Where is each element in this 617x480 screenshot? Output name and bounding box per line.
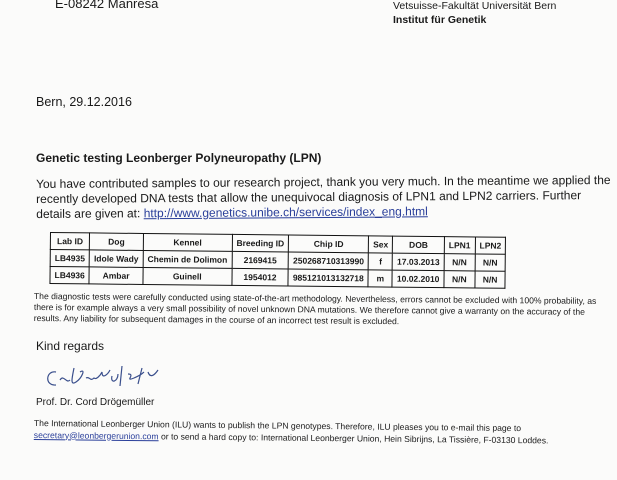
column-header: Lab ID — [50, 232, 90, 250]
table-cell: Chemin de Dolimon — [142, 250, 232, 269]
table-cell: f — [368, 252, 393, 271]
table-cell: 17.03.2013 — [392, 253, 445, 271]
letterhead-faculty: Vetsuisse-Fakultät Universität Bern — [393, 0, 557, 12]
table-cell: Guinell — [142, 267, 232, 286]
column-header: LPN2 — [474, 236, 506, 255]
results-table: Lab ID Dog Kennel Breeding ID Chip ID Sex DOB L… — [49, 232, 506, 289]
table-cell: m — [368, 269, 393, 288]
table-cell: LB4936 — [49, 266, 90, 284]
table-cell: N/N — [474, 270, 506, 289]
letter-subject: Genetic testing Leonberger Polyneuropath… — [36, 151, 322, 165]
ilu-paragraph: The International Leonberger Union (ILU)… — [34, 418, 614, 447]
table-cell: N/N — [443, 270, 475, 288]
table-row: LB4936 Ambar Guinell 1954012 985121013132718… — [49, 266, 506, 289]
date-line: Bern, 29.12.2016 — [36, 95, 132, 109]
signatory-name: Prof. Dr. Cord Drögemüller — [36, 397, 155, 408]
signature — [42, 358, 172, 399]
column-header: Kennel — [143, 233, 233, 252]
table-cell: Ambar — [89, 266, 143, 285]
table-cell: 2169415 — [231, 251, 289, 269]
genetics-link[interactable]: http://www.genetics.unibe.ch/services/in… — [143, 204, 428, 221]
column-header: Dog — [89, 232, 144, 251]
sender-address: E-08242 Manresa — [55, 0, 159, 11]
table-cell: N/N — [444, 253, 475, 271]
intro-paragraph: You have contributed samples to our rese… — [36, 173, 611, 222]
column-header: LPN1 — [444, 236, 476, 254]
table-cell: 1954012 — [231, 268, 289, 286]
table-cell: 250268710313990 — [288, 252, 369, 270]
table-cell: 985121013132718 — [288, 268, 369, 287]
ilu-address-text: or to send a hard copy to: International… — [158, 430, 549, 445]
letterhead-institute: Institut für Genetik — [393, 14, 487, 26]
column-header: Chip ID — [288, 235, 369, 253]
column-header: Sex — [368, 235, 393, 254]
column-header: DOB — [392, 236, 445, 254]
table-cell: Idole Wady — [89, 249, 144, 268]
table-cell: LB4935 — [50, 249, 90, 267]
table-cell: N/N — [474, 253, 506, 272]
table-cell: 10.02.2010 — [392, 270, 445, 288]
ilu-email-link[interactable]: secretary@leonbergerunion.com — [33, 429, 159, 441]
closing: Kind regards — [36, 339, 105, 353]
disclaimer: The diagnostic tests were carefully cond… — [33, 291, 597, 327]
column-header: Breeding ID — [231, 234, 289, 252]
